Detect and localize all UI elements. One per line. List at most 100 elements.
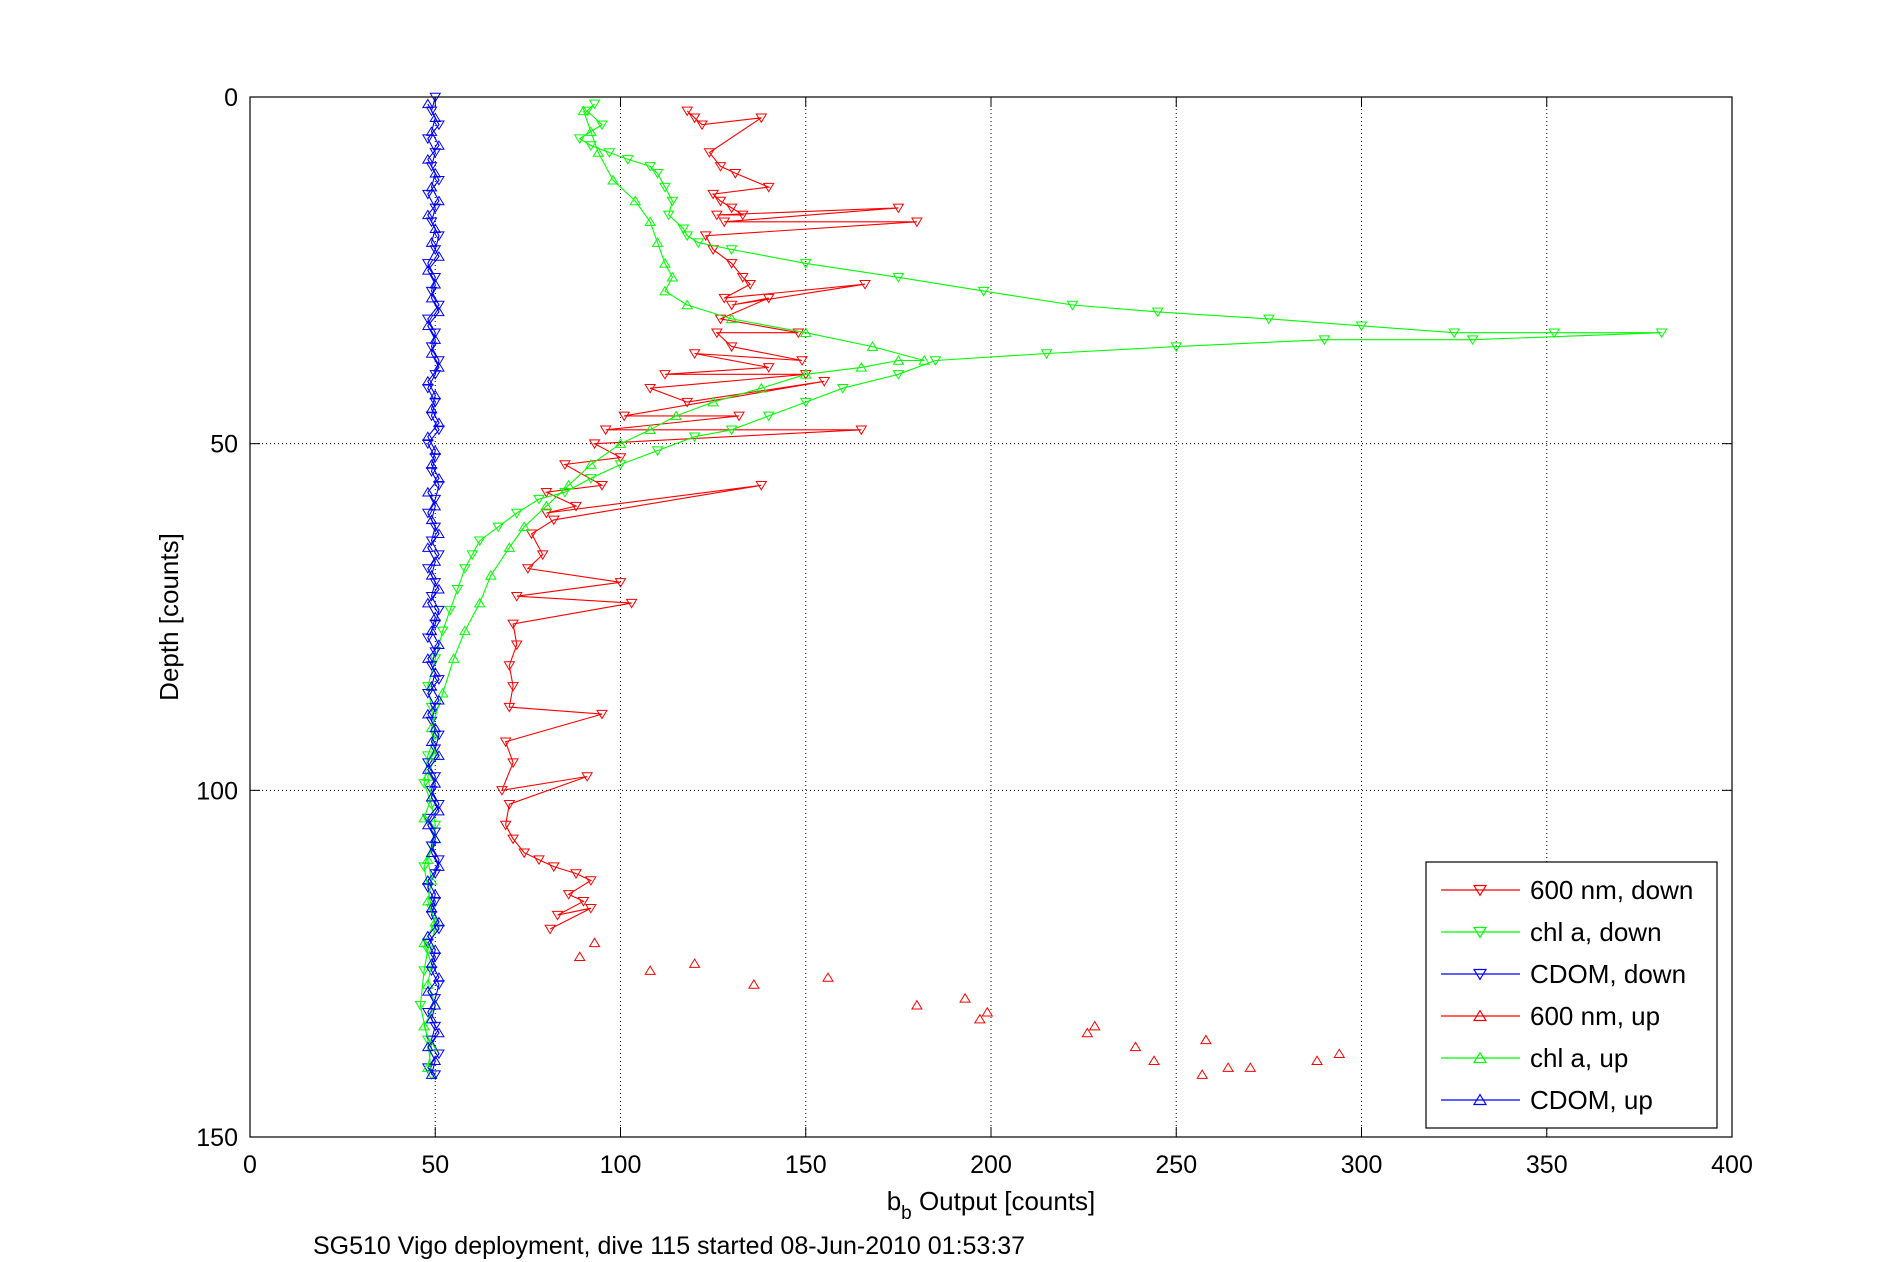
data-point xyxy=(433,861,445,871)
data-point xyxy=(1466,335,1479,346)
data-point xyxy=(1333,1048,1346,1059)
data-point xyxy=(725,425,738,436)
data-point xyxy=(425,536,438,547)
x-tick-label: 0 xyxy=(243,1151,257,1179)
data-point xyxy=(822,972,834,982)
x-tick-label: 150 xyxy=(785,1151,827,1179)
data-point xyxy=(421,938,434,949)
data-point xyxy=(421,1062,434,1072)
data-point xyxy=(429,578,442,588)
data-point xyxy=(429,744,442,755)
data-point xyxy=(725,313,738,324)
data-point xyxy=(425,569,438,580)
data-point xyxy=(421,813,434,824)
data-point xyxy=(736,210,749,221)
data-point xyxy=(496,786,508,796)
data-point xyxy=(584,459,597,469)
data-point xyxy=(1151,307,1164,318)
data-point xyxy=(429,611,442,622)
data-point xyxy=(425,736,438,747)
data-point xyxy=(433,730,445,741)
data-point xyxy=(755,113,768,124)
data-point xyxy=(692,238,705,249)
data-point xyxy=(433,750,445,760)
data-point xyxy=(681,397,694,408)
data-point xyxy=(714,196,727,207)
data-point xyxy=(433,980,445,990)
data-point xyxy=(1244,1062,1257,1072)
data-point xyxy=(855,361,868,372)
data-point xyxy=(421,383,434,394)
data-point xyxy=(425,847,438,857)
data-point xyxy=(1129,1041,1142,1052)
data-point xyxy=(484,569,497,580)
legend-swatch-marker xyxy=(1472,1051,1488,1064)
data-point xyxy=(544,924,556,935)
data-point xyxy=(688,958,701,968)
data-point xyxy=(1040,349,1053,359)
data-point xyxy=(492,522,505,533)
data-point xyxy=(425,342,438,353)
x-tick-label: 50 xyxy=(421,1151,449,1179)
data-point xyxy=(651,169,664,179)
data-point xyxy=(596,709,608,720)
data-point xyxy=(433,639,445,649)
data-point xyxy=(418,812,431,823)
data-point xyxy=(425,237,438,247)
data-point xyxy=(659,182,671,193)
data-point xyxy=(981,1006,994,1017)
data-point xyxy=(421,979,434,989)
data-point xyxy=(725,245,738,255)
data-point xyxy=(584,141,597,151)
data-point xyxy=(588,439,601,450)
series-0 xyxy=(496,106,923,935)
data-point xyxy=(573,951,586,961)
data-point xyxy=(418,966,431,977)
data-point xyxy=(570,869,582,879)
data-point xyxy=(755,382,768,393)
data-point xyxy=(425,181,438,192)
data-point xyxy=(1148,1055,1160,1065)
data-point xyxy=(418,1020,431,1031)
data-point xyxy=(429,245,442,255)
data-point xyxy=(707,396,720,407)
legend-entry: CDOM, up xyxy=(1441,1085,1653,1115)
data-point xyxy=(581,106,594,117)
legend-entry: CDOM, down xyxy=(1441,959,1686,989)
data-point xyxy=(425,1013,438,1024)
legend-label: 600 nm, up xyxy=(1530,1001,1660,1031)
data-point xyxy=(644,216,657,227)
legend-label: chl a, up xyxy=(1530,1043,1628,1073)
data-point xyxy=(603,148,616,158)
data-point xyxy=(533,855,545,866)
data-point xyxy=(425,591,438,602)
data-point xyxy=(425,680,438,691)
data-point xyxy=(540,500,553,511)
data-point xyxy=(421,633,434,644)
data-point xyxy=(510,508,523,519)
data-point xyxy=(503,702,516,713)
data-point xyxy=(622,155,634,165)
data-point xyxy=(425,292,438,303)
legend-label: 600 nm, down xyxy=(1530,875,1693,905)
data-point xyxy=(584,126,597,136)
data-point xyxy=(433,805,445,816)
data-point xyxy=(433,361,445,372)
data-point xyxy=(433,1027,445,1038)
data-point xyxy=(421,314,434,325)
data-point xyxy=(425,514,438,525)
data-point xyxy=(725,259,738,269)
data-point xyxy=(892,355,905,365)
data-point xyxy=(433,675,445,685)
data-point xyxy=(762,293,775,304)
y-axis-title: Depth [counts] xyxy=(154,533,184,701)
data-point xyxy=(1088,1020,1101,1031)
data-point xyxy=(666,271,679,282)
data-point xyxy=(425,791,438,802)
data-point xyxy=(518,521,531,532)
data-point xyxy=(670,410,682,421)
data-point xyxy=(421,1007,434,1018)
data-point xyxy=(614,578,627,588)
data-point xyxy=(425,162,438,172)
data-point xyxy=(799,397,812,408)
